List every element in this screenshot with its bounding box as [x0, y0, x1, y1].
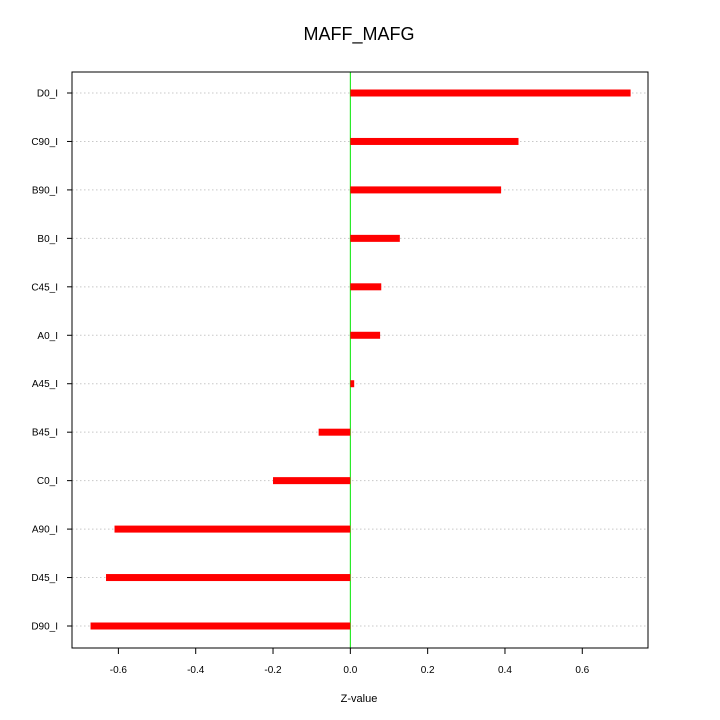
y-tick-label: A90_I: [32, 525, 58, 536]
bar: [273, 477, 351, 485]
x-axis-label: Z-value: [341, 693, 378, 705]
y-tick-label: D90_I: [31, 622, 58, 633]
bar: [350, 331, 381, 339]
x-tick-label: -0.2: [264, 665, 282, 676]
y-tick-label: A0_I: [37, 331, 58, 342]
y-tick-label: B90_I: [32, 185, 58, 196]
plot-frame: [71, 71, 649, 649]
bar: [318, 428, 351, 436]
x-tick-label: -0.4: [187, 665, 205, 676]
bar: [350, 89, 631, 97]
y-tick-label: B0_I: [37, 234, 58, 245]
x-tick-label: 0.6: [575, 665, 589, 676]
bars: [90, 89, 631, 630]
bar: [106, 574, 351, 582]
y-tick-label: C45_I: [31, 282, 58, 293]
grid-lines: [72, 92, 648, 627]
y-axis: D0_I C90_I B90_I B0_I C45_I A0_I A45_I B45_I C0_…: [31, 89, 72, 633]
y-tick-label: D45_I: [31, 573, 58, 584]
x-tick-label: -0.6: [110, 665, 128, 676]
y-tick-label: D0_I: [37, 89, 58, 100]
y-tick-label: C0_I: [37, 476, 58, 487]
bar: [350, 234, 400, 242]
bar: [350, 137, 519, 145]
chart-title: MAFF_MAFG: [304, 24, 415, 45]
bar: [90, 622, 351, 630]
x-tick-label: 0.2: [421, 665, 435, 676]
bar: [350, 186, 502, 194]
x-axis: -0.6 -0.4 -0.2 0.0 0.2 0.4 0.6: [110, 648, 590, 676]
x-tick-label: 0.4: [498, 665, 512, 676]
y-tick-label: B45_I: [32, 428, 58, 439]
bar: [350, 380, 355, 388]
x-tick-label: 0.0: [343, 665, 357, 676]
bar: [114, 525, 351, 533]
y-tick-label: C90_I: [31, 137, 58, 148]
bar: [350, 283, 382, 291]
y-tick-label: A45_I: [32, 379, 58, 390]
